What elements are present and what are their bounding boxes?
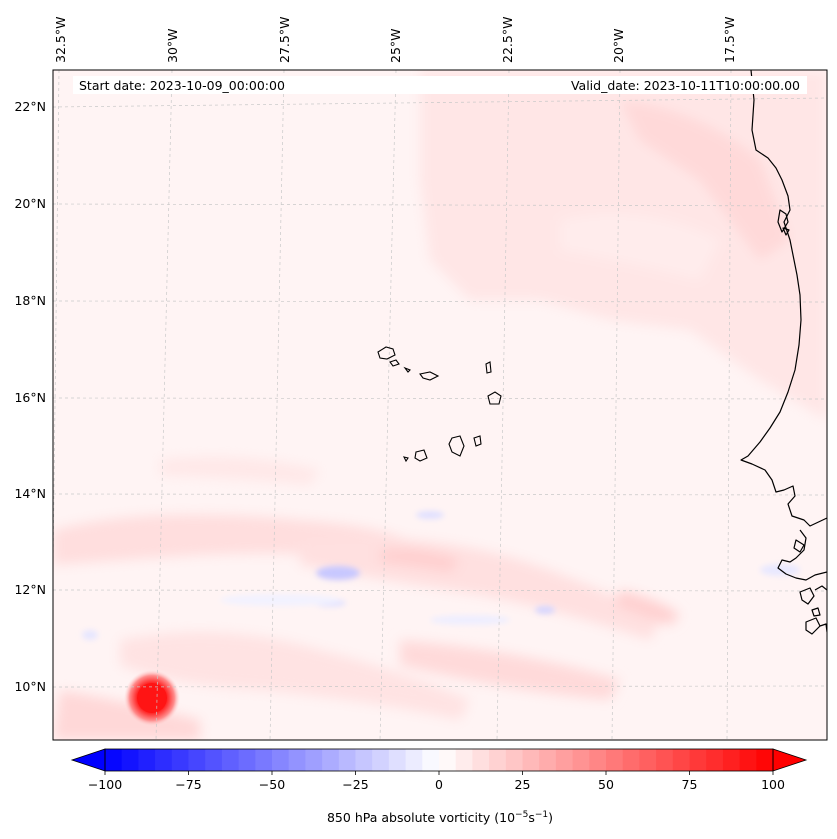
colorbar-cell (756, 749, 774, 771)
lon-label-27-5w: 27.5°W (277, 17, 292, 63)
colorbar-cells (105, 749, 774, 771)
lat-label-14n: 14°N (14, 486, 46, 501)
colorbar-cell (138, 749, 156, 771)
colorbar-cell (322, 749, 340, 771)
vorticity-shading (53, 70, 827, 740)
colorbar-cell (589, 749, 607, 771)
lat-label-18n: 18°N (14, 293, 46, 308)
colorbar-cell (622, 749, 640, 771)
colorbar-cell (355, 749, 373, 771)
colorbar-cell (489, 749, 507, 771)
valid-date-label: Valid_date: 2023-10-11T10:00:00.00 (571, 78, 800, 93)
colorbar-tick-label: 100 (761, 777, 785, 792)
colorbar-extend-min (70, 748, 106, 772)
colorbar-cell (188, 749, 206, 771)
colorbar-tick-label: 75 (682, 777, 698, 792)
cape-verde-islands (377, 346, 502, 463)
colorbar-ticks: −100 −75 −50 −25 0 25 50 75 100 (88, 771, 785, 792)
colorbar-cell (288, 749, 306, 771)
lat-label-20n: 20°N (14, 196, 46, 211)
colorbar-cell (171, 749, 190, 771)
colorbar-label: 850 hPa absolute vorticity (10−5s−1) (327, 810, 553, 825)
west-african-coastline (740, 70, 827, 635)
colorbar-cell (639, 749, 657, 771)
colorbar-cell (372, 749, 390, 771)
colorbar-cell (522, 749, 540, 771)
colorbar-cell (338, 749, 357, 771)
colorbar-tick-label: 0 (435, 777, 443, 792)
lon-label-25w: 25°W (388, 28, 403, 63)
negative-vorticity-shading (82, 511, 800, 640)
colorbar-cell (238, 749, 256, 771)
colorbar-cell (505, 749, 524, 771)
lon-label-32-5w: 32.5°W (53, 17, 68, 63)
lon-label-22-5w: 22.5°W (500, 17, 515, 63)
colorbar-cell (255, 749, 273, 771)
lat-label-16n: 16°N (14, 390, 46, 405)
map-frame (52, 69, 828, 741)
colorbar-tick-label: −50 (259, 777, 285, 792)
lon-label-30w: 30°W (165, 28, 180, 63)
colorbar-cell (155, 749, 173, 771)
lon-label-20w: 20°W (611, 28, 626, 63)
colorbar-cell (555, 749, 574, 771)
colorbar-cell (689, 749, 707, 771)
colorbar-cell (572, 749, 590, 771)
longitude-labels: 32.5°W 30°W 27.5°W 25°W 22.5°W 20°W 17.5… (53, 17, 737, 63)
colorbar-cell (105, 749, 123, 771)
lon-label-17-5w: 17.5°W (722, 17, 737, 63)
start-date-label: Start date: 2023-10-09_00:00:00 (79, 78, 285, 93)
colorbar-cell (121, 749, 139, 771)
colorbar-cell (739, 749, 757, 771)
colorbar-tick-label: −75 (175, 777, 201, 792)
vorticity-field (53, 70, 827, 740)
lat-label-10n: 10°N (14, 679, 46, 694)
map-panel: Start date: 2023-10-09_00:00:00 Valid_da… (14, 17, 828, 741)
colorbar-cell (305, 749, 323, 771)
gridlines (53, 70, 827, 740)
lat-label-12n: 12°N (14, 582, 46, 597)
colorbar-tick-label: 25 (515, 777, 531, 792)
colorbar-tick-label: −25 (342, 777, 368, 792)
colorbar-cell (656, 749, 674, 771)
colorbar: −100 −75 −50 −25 0 25 50 75 100 850 hPa absolute… (70, 748, 808, 825)
colorbar-cell (539, 749, 557, 771)
colorbar-cell (706, 749, 724, 771)
colorbar-cell (221, 749, 240, 771)
colorbar-tick-label: −100 (88, 777, 122, 792)
colorbar-cell (388, 749, 407, 771)
colorbar-cell (455, 749, 473, 771)
colorbar-cell (672, 749, 691, 771)
colorbar-cell (606, 749, 624, 771)
latitude-labels: 22°N 20°N 18°N 16°N 14°N 12°N 10°N (14, 99, 46, 694)
colorbar-cell (272, 749, 290, 771)
colorbar-cell (205, 749, 223, 771)
colorbar-cell (405, 749, 423, 771)
colorbar-cell (722, 749, 741, 771)
colorbar-tick-label: 50 (598, 777, 614, 792)
lat-label-22n: 22°N (14, 99, 46, 114)
colorbar-cell (439, 749, 457, 771)
colorbar-cell (422, 749, 440, 771)
colorbar-cell (472, 749, 490, 771)
colorbar-extend-max (772, 748, 808, 772)
